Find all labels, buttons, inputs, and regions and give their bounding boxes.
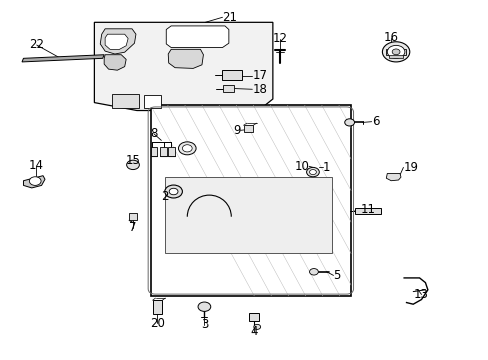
Bar	[150, 105, 350, 296]
Text: 1: 1	[322, 161, 329, 174]
Circle shape	[29, 177, 41, 185]
Text: 22: 22	[29, 39, 44, 51]
Text: 19: 19	[403, 161, 418, 174]
Circle shape	[309, 269, 318, 275]
Text: 12: 12	[272, 32, 286, 45]
Circle shape	[164, 185, 182, 198]
Text: 11: 11	[360, 203, 375, 216]
Bar	[354, 208, 381, 214]
Bar	[144, 95, 161, 108]
Bar	[165, 177, 331, 253]
Text: 9: 9	[233, 124, 240, 137]
Circle shape	[253, 324, 260, 329]
Polygon shape	[168, 49, 203, 68]
Bar	[222, 70, 242, 80]
Text: 2: 2	[161, 190, 169, 203]
Text: 7: 7	[129, 221, 137, 234]
Bar	[386, 49, 405, 55]
Text: 8: 8	[150, 127, 158, 140]
Circle shape	[391, 49, 399, 55]
Text: 14: 14	[28, 159, 43, 172]
Text: 6: 6	[371, 115, 378, 128]
Polygon shape	[23, 176, 45, 188]
Polygon shape	[386, 174, 400, 181]
Circle shape	[382, 42, 409, 62]
Circle shape	[169, 188, 178, 195]
Circle shape	[306, 167, 319, 177]
Circle shape	[182, 145, 192, 152]
Bar	[152, 300, 162, 314]
Text: 5: 5	[333, 269, 340, 282]
Bar	[388, 55, 402, 58]
Bar	[150, 147, 157, 156]
Text: 20: 20	[150, 317, 164, 330]
Circle shape	[126, 160, 139, 170]
Polygon shape	[105, 34, 128, 50]
Polygon shape	[166, 26, 228, 48]
Polygon shape	[22, 55, 104, 62]
Circle shape	[178, 142, 196, 155]
Text: 4: 4	[250, 325, 258, 338]
Bar	[129, 213, 137, 220]
Bar	[112, 94, 139, 108]
Text: 17: 17	[252, 69, 267, 82]
Text: 3: 3	[200, 318, 208, 331]
Text: 21: 21	[222, 11, 237, 24]
Bar	[249, 313, 259, 321]
Polygon shape	[94, 22, 272, 111]
Text: 16: 16	[383, 31, 398, 44]
Text: 18: 18	[252, 83, 266, 96]
Text: 10: 10	[294, 160, 308, 173]
Circle shape	[344, 119, 354, 126]
Circle shape	[309, 170, 316, 175]
Circle shape	[198, 302, 210, 311]
Bar	[160, 147, 166, 156]
Polygon shape	[100, 29, 136, 54]
Bar	[168, 147, 174, 156]
Circle shape	[386, 45, 404, 58]
Text: 13: 13	[413, 288, 428, 301]
Bar	[223, 85, 234, 92]
Text: 15: 15	[125, 154, 140, 167]
Bar	[243, 125, 253, 132]
Polygon shape	[104, 55, 126, 70]
